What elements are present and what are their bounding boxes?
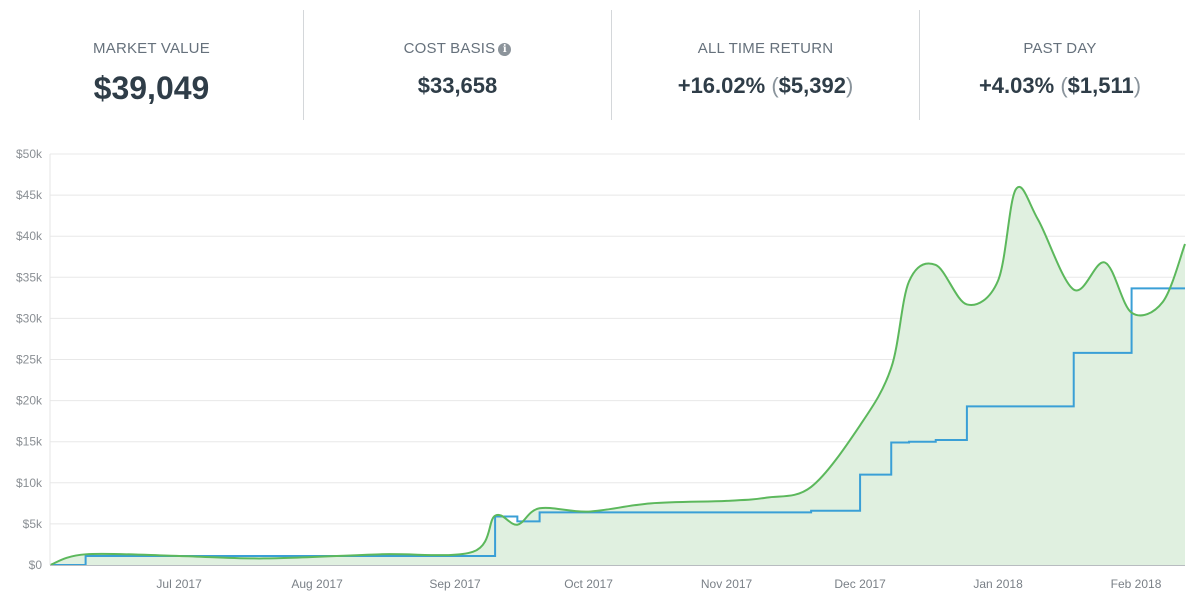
y-tick-label: $5k (23, 517, 43, 531)
market-value-area (50, 186, 1185, 565)
cost-basis-line (50, 287, 1185, 566)
day-percent: +4.03% (978, 73, 1055, 98)
y-tick-label: $35k (16, 270, 43, 284)
summary-stats: MARKET VALUE $39,049 COST BASIS i $33,658… (0, 0, 1200, 130)
y-tick-label: $40k (16, 229, 43, 243)
market-value-line (49, 186, 1186, 566)
divider (919, 10, 920, 120)
x-tick-label: Sep 2017 (429, 577, 481, 591)
stat-label: MARKET VALUE (93, 40, 210, 57)
day-amount: $1,511 (1067, 73, 1134, 98)
return-amount: $5,392 (778, 73, 846, 98)
y-tick-label: $20k (16, 394, 43, 408)
x-tick-label: Feb 2018 (1111, 577, 1162, 591)
divider (611, 10, 612, 120)
x-tick-label: Jul 2017 (156, 577, 202, 591)
y-tick-label: $50k (16, 147, 43, 161)
stat-value: $39,049 (93, 70, 210, 106)
x-tick-label: Oct 2017 (564, 577, 613, 591)
return-percent: +16.02% (677, 73, 766, 98)
x-tick-label: Nov 2017 (701, 577, 753, 591)
y-tick-label: $30k (16, 311, 43, 325)
y-tick-label: $0 (29, 558, 43, 572)
stat-market-value: MARKET VALUE $39,049 (0, 10, 303, 120)
stat-label: ALL TIME RETURN (697, 40, 834, 57)
stat-cost-basis: COST BASIS i $33,658 (304, 10, 611, 120)
y-axis: $0 $5k $10k $15k $20k $25k $30k $35k $40k $45k $50… (16, 147, 43, 572)
y-tick-label: $15k (16, 435, 43, 449)
info-icon[interactable]: i (498, 43, 512, 56)
y-tick-label: $10k (16, 476, 43, 490)
stat-label: PAST DAY (1023, 40, 1097, 57)
x-tick-label: Jan 2018 (973, 577, 1023, 591)
y-tick-label: $45k (16, 188, 43, 202)
stat-all-time-return: ALL TIME RETURN +16.02% ($5,392) (612, 10, 919, 120)
divider (303, 10, 304, 120)
x-tick-label: Aug 2017 (291, 577, 343, 591)
x-axis: Jul 2017 Aug 2017 Sep 2017 Oct 2017 Nov 2017… (156, 577, 1161, 591)
stat-value: $33,658 (417, 73, 498, 98)
y-tick-label: $25k (16, 353, 43, 367)
stat-label: COST BASIS (403, 40, 496, 57)
stat-past-day: PAST DAY +4.03% ($1,511) (920, 10, 1200, 120)
x-tick-label: Dec 2017 (834, 577, 886, 591)
